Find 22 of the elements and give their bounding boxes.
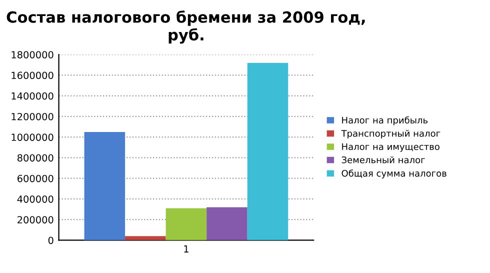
y-tick-label: 800000 [17, 154, 54, 162]
bar [166, 208, 207, 240]
legend-label: Налог на прибыль [342, 116, 428, 126]
bar [84, 132, 126, 240]
y-tick-label: 0 [48, 236, 54, 244]
y-tick-label: 1400000 [12, 92, 54, 100]
bar [125, 236, 166, 240]
x-tick-label: 1 [184, 245, 188, 252]
legend-label: Налог на имущество [342, 143, 440, 152]
y-tick-label: 1200000 [12, 112, 54, 120]
y-tick-label: 400000 [17, 195, 54, 203]
y-tick-label: 600000 [18, 174, 54, 182]
chart-title: Состав налогового бремени за 2009 год, руб. [6, 10, 365, 44]
bar [247, 62, 288, 240]
y-tick-label: 200000 [18, 216, 54, 224]
legend-label: Земельный налог [342, 156, 425, 164]
legend-label: Транспортный налог [341, 130, 440, 139]
y-tick-label: 1000000 [12, 134, 54, 141]
y-tick-label: 1600000 [12, 72, 54, 80]
y-tick-label: 1800000 [12, 51, 54, 58]
bar [206, 207, 248, 240]
legend-label: Общая сумма налогов [342, 170, 446, 178]
